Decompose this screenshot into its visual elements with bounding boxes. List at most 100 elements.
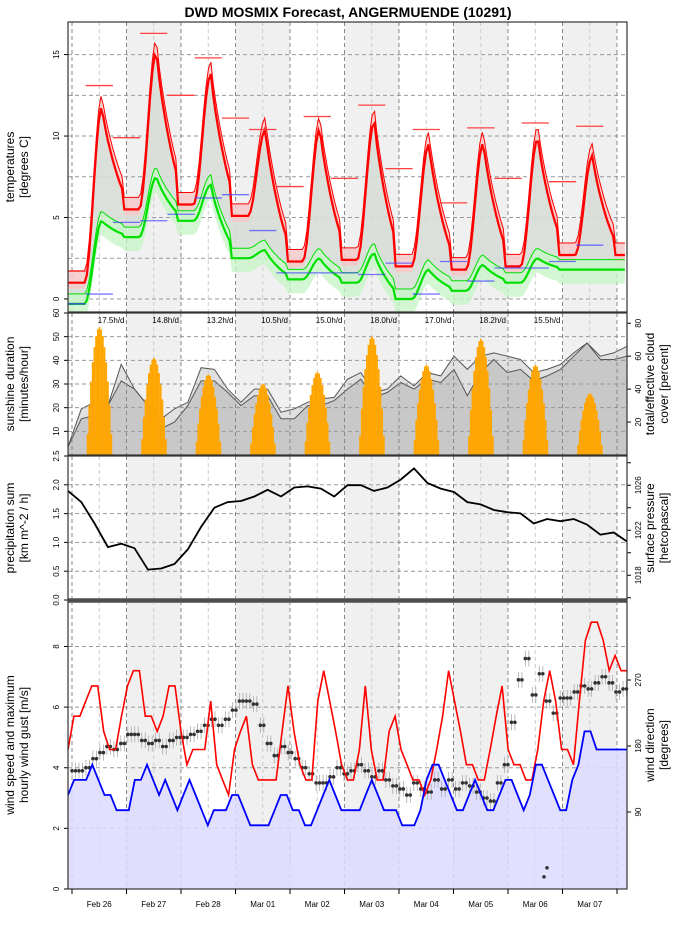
y-tick-label-right: 40: [634, 384, 643, 393]
sunshine-bar: [423, 366, 426, 455]
sunshine-bar: [146, 384, 149, 455]
sunshine-bar: [253, 414, 256, 455]
sunshine-bar: [210, 380, 213, 455]
wind-direction-point: [268, 741, 273, 746]
daily-sunshine-label: 15.5h/d: [534, 316, 561, 325]
daily-sunshine-label: 10.5h/d: [261, 316, 288, 325]
x-tick-label: Feb 26: [87, 900, 112, 909]
sunshine-bar: [267, 395, 269, 455]
sunshine-bar: [328, 441, 331, 455]
sunshine-bar: [209, 375, 211, 455]
wind-direction-point: [582, 684, 587, 688]
wind-direction-point: [387, 778, 392, 782]
sunshine-bar: [592, 397, 595, 455]
sunshine-bar: [371, 336, 373, 455]
sunshine-bar: [585, 397, 588, 455]
wind-direction-point: [593, 681, 597, 685]
sunshine-bar: [262, 384, 264, 455]
y-tick-label-right: 270: [634, 673, 643, 687]
sunshine-bar: [422, 371, 424, 455]
y-tick-label: 10: [52, 131, 61, 140]
sunshine-bar: [582, 410, 585, 455]
chart-title: DWD MOSMIX Forecast, ANGERMUENDE (10291): [185, 4, 512, 20]
sunshine-bar: [597, 419, 600, 455]
wind-direction-point: [150, 741, 155, 746]
sunshine-bar: [590, 394, 593, 455]
sunshine-bar: [367, 344, 370, 455]
sunshine-bar: [311, 385, 314, 455]
wind-direction-point: [265, 741, 270, 746]
wind-direction-point: [338, 765, 343, 770]
wind-direction-point: [398, 787, 402, 791]
y-tick-label-right: 90: [634, 807, 643, 816]
y-tick-label-right: 60: [634, 351, 643, 360]
wind-direction-point: [349, 768, 353, 773]
sunshine-bar: [308, 407, 310, 455]
sunshine-bar: [90, 381, 92, 455]
wind-direction-point: [188, 732, 193, 737]
wind-direction-point: [195, 729, 200, 734]
sunshine-bar: [142, 417, 145, 455]
sunshine-bar: [304, 441, 307, 455]
wind-direction-point: [314, 781, 318, 785]
sunshine-bar: [584, 403, 586, 455]
wind-direction-point: [520, 678, 524, 682]
sunshine-bar: [491, 436, 494, 455]
sunshine-bar: [316, 372, 319, 455]
daily-sunshine-label: 13.2h/d: [207, 316, 234, 325]
wind-direction-point: [282, 744, 287, 749]
wind-direction-point: [391, 784, 395, 788]
wind-direction-point: [544, 699, 549, 703]
sunshine-bar: [578, 431, 581, 455]
sunshine-bar: [527, 389, 530, 455]
sunshine-bar: [86, 434, 89, 455]
y-tick-label: 0.0: [52, 594, 61, 606]
wind-direction-point: [394, 784, 399, 788]
sunshine-bar: [577, 444, 579, 455]
sunshine-bar: [432, 389, 435, 455]
sunshine-bar: [366, 355, 368, 455]
sunshine-bar: [88, 405, 91, 455]
panel-sunshine: 17.5h/d 14.8h/d 13.2h/d 10.5h/d 15.0h/d 18.0h…: [3, 308, 671, 456]
sunshine-bar: [151, 359, 154, 455]
y-axis-title-right: wind direction: [643, 708, 657, 782]
daily-sunshine-label: 17.0h/d: [425, 316, 452, 325]
sunshine-bar: [522, 440, 525, 455]
sunshine-bar: [258, 389, 261, 455]
wind-direction-point: [317, 781, 322, 785]
panel-wind: 0 2 4 6 8 wind speed and maximum hourly wind g…: [3, 600, 671, 909]
sunshine-bar: [481, 341, 484, 455]
y-tick-label: 50: [52, 332, 61, 341]
sunshine-bar: [471, 388, 474, 455]
sunshine-bar: [473, 370, 476, 455]
x-tick-label: Feb 28: [196, 900, 221, 909]
sunshine-bar: [313, 377, 315, 455]
y-axis-title: hourly wind gust [m/s]: [17, 687, 31, 803]
y-tick-label: 20: [52, 403, 61, 412]
sunshine-bar: [212, 387, 215, 455]
sunshine-bar: [144, 399, 147, 455]
sunshine-bar: [141, 439, 143, 455]
sunshine-bar: [372, 338, 375, 455]
sunshine-bar: [96, 329, 99, 455]
wind-direction-point: [436, 778, 440, 782]
sunshine-bar: [323, 394, 326, 455]
y-axis-title-right: surface pressure: [643, 483, 657, 573]
wind-direction-point: [164, 744, 168, 749]
sunshine-bar: [377, 369, 380, 455]
sunshine-bar: [158, 373, 160, 455]
sunshine-bar: [595, 410, 598, 455]
wind-direction-point: [98, 750, 102, 755]
y-tick-label: 10: [52, 426, 61, 435]
sunshine-bar: [195, 441, 198, 455]
wind-direction-point: [411, 781, 416, 785]
sunshine-bar: [382, 435, 385, 455]
wind-direction-point: [415, 781, 420, 785]
wind-direction-point: [502, 762, 507, 767]
y-tick-label: 5: [52, 215, 61, 220]
wind-direction-point: [136, 732, 141, 737]
sunshine-bar: [362, 387, 365, 455]
wind-direction-point: [568, 696, 573, 700]
sunshine-bar: [110, 434, 113, 455]
